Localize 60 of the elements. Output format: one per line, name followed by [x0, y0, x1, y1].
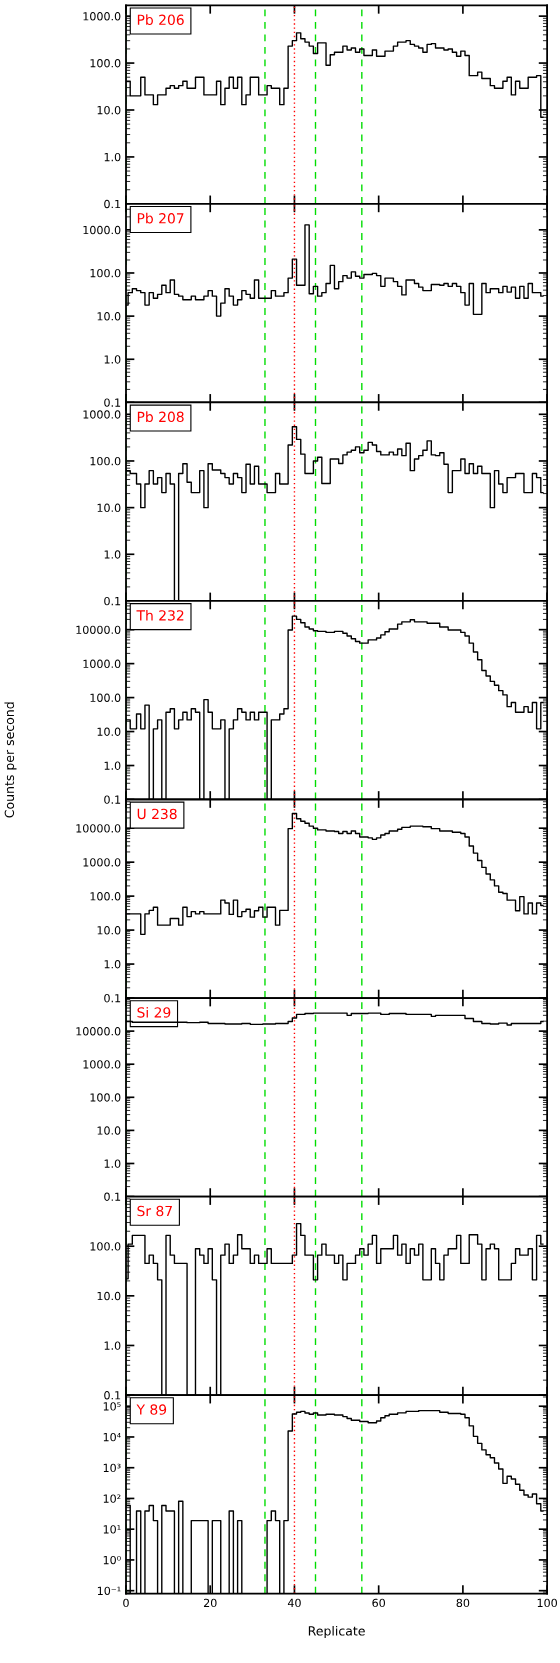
y-tick-label: 10⁵: [103, 1402, 121, 1411]
y-tick-label: 1000.0: [83, 225, 121, 235]
y-tick-label: 100.0: [90, 456, 121, 466]
y-tick-label: 10.0: [97, 1291, 121, 1301]
y-tick-label: 10⁻¹: [97, 1586, 121, 1596]
y-tick-label: 0.1: [104, 398, 121, 407]
x-tick-label: 0: [123, 1598, 129, 1608]
y-axis-title: Counts per second: [4, 702, 17, 818]
x-tick-label: 40: [287, 1598, 301, 1608]
y-tick-label: 10000.0: [76, 625, 121, 635]
y-tick-label: 1.0: [104, 355, 121, 364]
y-tick-label: 10.0: [97, 312, 121, 321]
text: Y 89: [136, 1404, 167, 1415]
y-tick-label: 10⁴: [103, 1432, 121, 1442]
y-tick-label: 10.0: [97, 105, 121, 115]
y-tick-label: 100.0: [90, 693, 121, 702]
text: Pb 206: [137, 14, 184, 26]
y-tick-label: 1.0: [104, 1341, 121, 1350]
x-tick-label: 80: [456, 1598, 470, 1608]
y-tick-label: 10.0: [97, 1126, 121, 1135]
y-tick-label: 1.0: [104, 960, 121, 969]
y-tick-label: 1.0: [104, 761, 121, 770]
x-tick-label: 20: [203, 1598, 217, 1608]
y-tick-label: 100.0: [90, 268, 121, 278]
y-tick-label: 1000.0: [83, 410, 121, 419]
x-tick-label: 60: [372, 1598, 385, 1608]
y-tick-label: 0.1: [104, 795, 121, 804]
y-tick-label: 0.1: [104, 596, 121, 606]
y-tick-label: 0.1: [104, 1391, 121, 1400]
x-axis-title: Replicate: [308, 1625, 365, 1639]
text: U 238: [137, 808, 177, 820]
y-tick-label: 0.1: [104, 199, 121, 209]
y-tick-label: 100.0: [90, 59, 121, 68]
y-tick-label: 100.0: [90, 1093, 121, 1102]
y-tick-label: 0.1: [104, 994, 121, 1003]
text: Pb 207: [137, 212, 184, 224]
y-tick-label: 100.0: [90, 1242, 121, 1251]
text: Sr 87: [137, 1205, 172, 1217]
y-tick-label: 10²: [103, 1494, 121, 1503]
x-tick-label: 100: [537, 1598, 557, 1608]
y-tick-label: 10000.0: [76, 1027, 121, 1036]
text: Si 29: [137, 1006, 171, 1018]
y-tick-label: 10³: [103, 1463, 121, 1473]
y-tick-label: 10.0: [97, 503, 121, 513]
y-tick-label: 1000.0: [83, 12, 121, 21]
y-tick-label: 1.0: [104, 550, 121, 559]
y-tick-label: 0.1: [104, 1192, 121, 1201]
text: Th 232: [136, 609, 184, 621]
y-tick-label: 1000.0: [83, 858, 121, 867]
y-tick-label: 10¹: [103, 1525, 121, 1534]
y-tick-label: 1000.0: [83, 1060, 121, 1069]
y-tick-label: 10⁰: [103, 1555, 121, 1565]
y-tick-label: 1000.0: [83, 659, 121, 668]
y-tick-label: 10.0: [97, 727, 121, 736]
text: Pb 208: [137, 411, 184, 423]
y-tick-label: 10000.0: [76, 824, 121, 833]
y-tick-label: 1.0: [104, 152, 121, 162]
y-tick-label: 100.0: [90, 892, 121, 901]
y-tick-label: 1.0: [104, 1159, 121, 1168]
y-tick-label: 10.0: [97, 926, 121, 935]
